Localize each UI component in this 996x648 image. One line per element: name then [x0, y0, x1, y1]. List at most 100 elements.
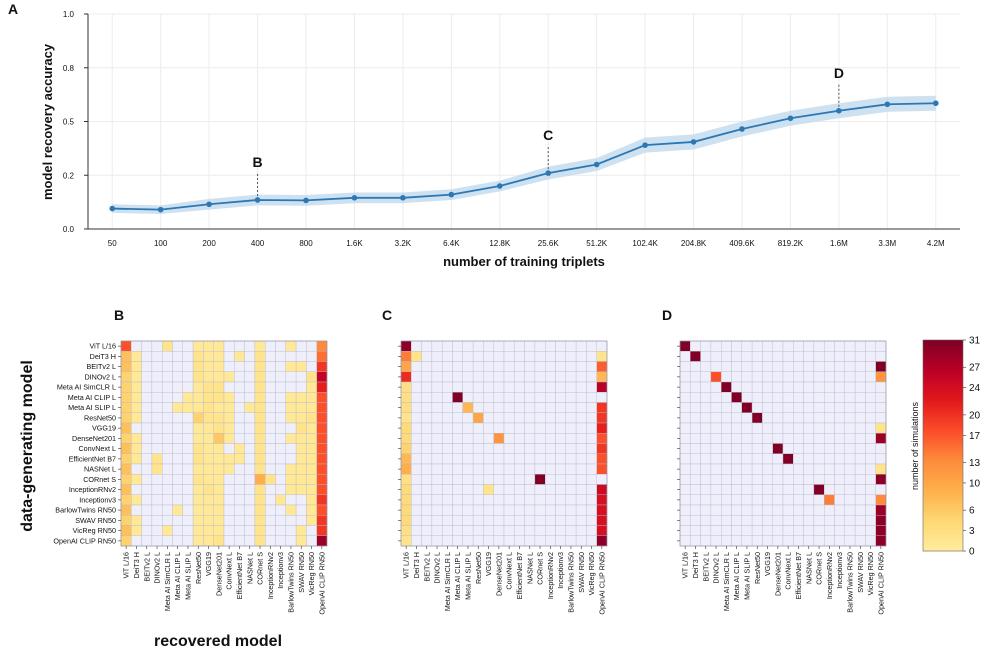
heatmap-cell	[182, 504, 194, 516]
heatmap-cell	[596, 422, 608, 434]
heatmap-cell	[793, 504, 804, 516]
heatmap-cell	[762, 340, 773, 352]
heatmap-cell	[813, 443, 825, 454]
heatmap-cell	[400, 371, 412, 383]
heatmap-cell	[161, 453, 173, 465]
heatmap-cell	[234, 504, 245, 516]
heatmap-cell	[192, 525, 204, 536]
x-tick-label: InceptionRNv2	[266, 552, 275, 599]
heatmap-cell	[452, 504, 464, 516]
heatmap-cell	[865, 494, 876, 506]
heatmap-cell	[275, 474, 287, 485]
heatmap-cell	[514, 340, 525, 352]
heatmap-cell	[265, 402, 276, 413]
heatmap-cell	[462, 494, 474, 506]
colorbar-gradient-step	[923, 450, 963, 455]
heatmap-cell	[316, 422, 328, 434]
heatmap-cell	[514, 351, 525, 362]
heatmap-cell	[141, 340, 153, 352]
heatmap-cell	[741, 392, 753, 403]
heatmap-cell	[824, 340, 835, 352]
heatmap-cell	[213, 453, 225, 465]
heatmap-cell	[244, 453, 256, 465]
heatmap-cell	[524, 402, 536, 413]
heatmap-cell	[141, 351, 153, 362]
heatmap-cell	[141, 371, 153, 383]
heatmap-cell	[141, 535, 153, 547]
heatmap-cell	[700, 351, 712, 362]
heatmap-cell	[793, 525, 804, 536]
heatmap-cell	[306, 443, 317, 454]
heatmap-cell	[679, 351, 691, 362]
heatmap-cell	[721, 443, 732, 454]
data-point	[593, 161, 600, 168]
heatmap-cell	[514, 381, 525, 393]
data-point	[109, 205, 116, 212]
heatmap-cell	[452, 443, 464, 454]
colorbar-gradient-step	[923, 427, 963, 431]
heatmap-cell	[472, 361, 484, 372]
colorbar-gradient-step	[923, 413, 963, 418]
heatmap-cell	[514, 525, 525, 536]
heatmap-cell	[875, 443, 887, 454]
heatmap-cell	[545, 402, 556, 413]
heatmap-cell	[834, 340, 846, 352]
heatmap-cell	[575, 484, 587, 495]
colorbar-gradient-step	[923, 392, 963, 396]
heatmap-cell	[285, 361, 297, 372]
heatmap-cell	[503, 474, 515, 485]
heatmap-cell	[244, 484, 256, 495]
heatmap-cell	[679, 371, 691, 383]
heatmap-cell	[452, 351, 464, 362]
heatmap-cell	[534, 463, 546, 475]
heatmap-cell	[442, 484, 453, 495]
heatmap-cell	[254, 361, 266, 372]
y-tick-label: EfficientNet B7	[69, 454, 116, 463]
heatmap-cell	[306, 412, 317, 424]
heatmap-cell	[493, 412, 505, 424]
colorbar-gradient-step	[923, 361, 963, 365]
heatmap-cell	[120, 371, 132, 383]
heatmap-cell	[151, 535, 163, 547]
heatmap-cell	[503, 443, 515, 454]
heatmap-cell	[565, 515, 577, 526]
heatmap-cell	[514, 453, 525, 465]
heatmap-cell	[182, 525, 194, 536]
heatmap-cell	[161, 535, 173, 547]
heatmap-cell	[813, 340, 825, 352]
heatmap-cell	[503, 494, 515, 506]
heatmap-cell	[452, 402, 464, 413]
colorbar-gradient-step	[923, 545, 963, 549]
heatmap-cell	[575, 351, 587, 362]
heatmap-cell	[472, 525, 484, 536]
heatmap-cell	[679, 381, 691, 393]
heatmap-cell	[596, 484, 608, 495]
heatmap-cell	[161, 494, 173, 506]
heatmap-cell	[462, 381, 474, 393]
x-tick-label: 409.6K	[729, 239, 755, 248]
x-tick-label: CORnet S	[815, 552, 824, 585]
heatmap-cell	[700, 402, 712, 413]
heatmap-cell	[244, 535, 256, 547]
heatmap-cell	[213, 443, 225, 454]
heatmap-cell	[421, 361, 433, 372]
heatmap-cell	[285, 392, 297, 403]
heatmap-cell	[545, 361, 556, 372]
colorbar-gradient-step	[923, 469, 963, 473]
heatmap-cell	[524, 515, 536, 526]
heatmap-cell	[192, 504, 204, 516]
colorbar-gradient-step	[923, 366, 963, 370]
heatmap-cell	[854, 340, 866, 352]
heatmap-cell	[223, 453, 235, 465]
heatmap-cell	[834, 453, 846, 465]
heatmap-cell	[700, 474, 712, 485]
heatmap-cell	[545, 351, 556, 362]
heatmap-cell	[244, 371, 256, 383]
heatmap-cell	[700, 392, 712, 403]
heatmap-cell	[565, 351, 577, 362]
heatmap-cell	[762, 463, 773, 475]
heatmap-cell	[493, 525, 505, 536]
heatmap-cell	[244, 504, 256, 516]
heatmap-cell	[244, 412, 256, 424]
heatmap-cell	[234, 474, 245, 485]
